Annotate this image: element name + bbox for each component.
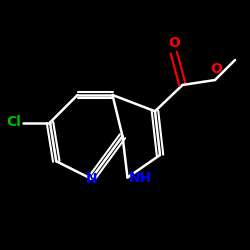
Text: Cl: Cl <box>6 116 21 130</box>
Text: N: N <box>86 172 97 186</box>
Text: NH: NH <box>129 170 152 184</box>
Text: O: O <box>210 62 222 76</box>
Text: O: O <box>168 36 180 50</box>
